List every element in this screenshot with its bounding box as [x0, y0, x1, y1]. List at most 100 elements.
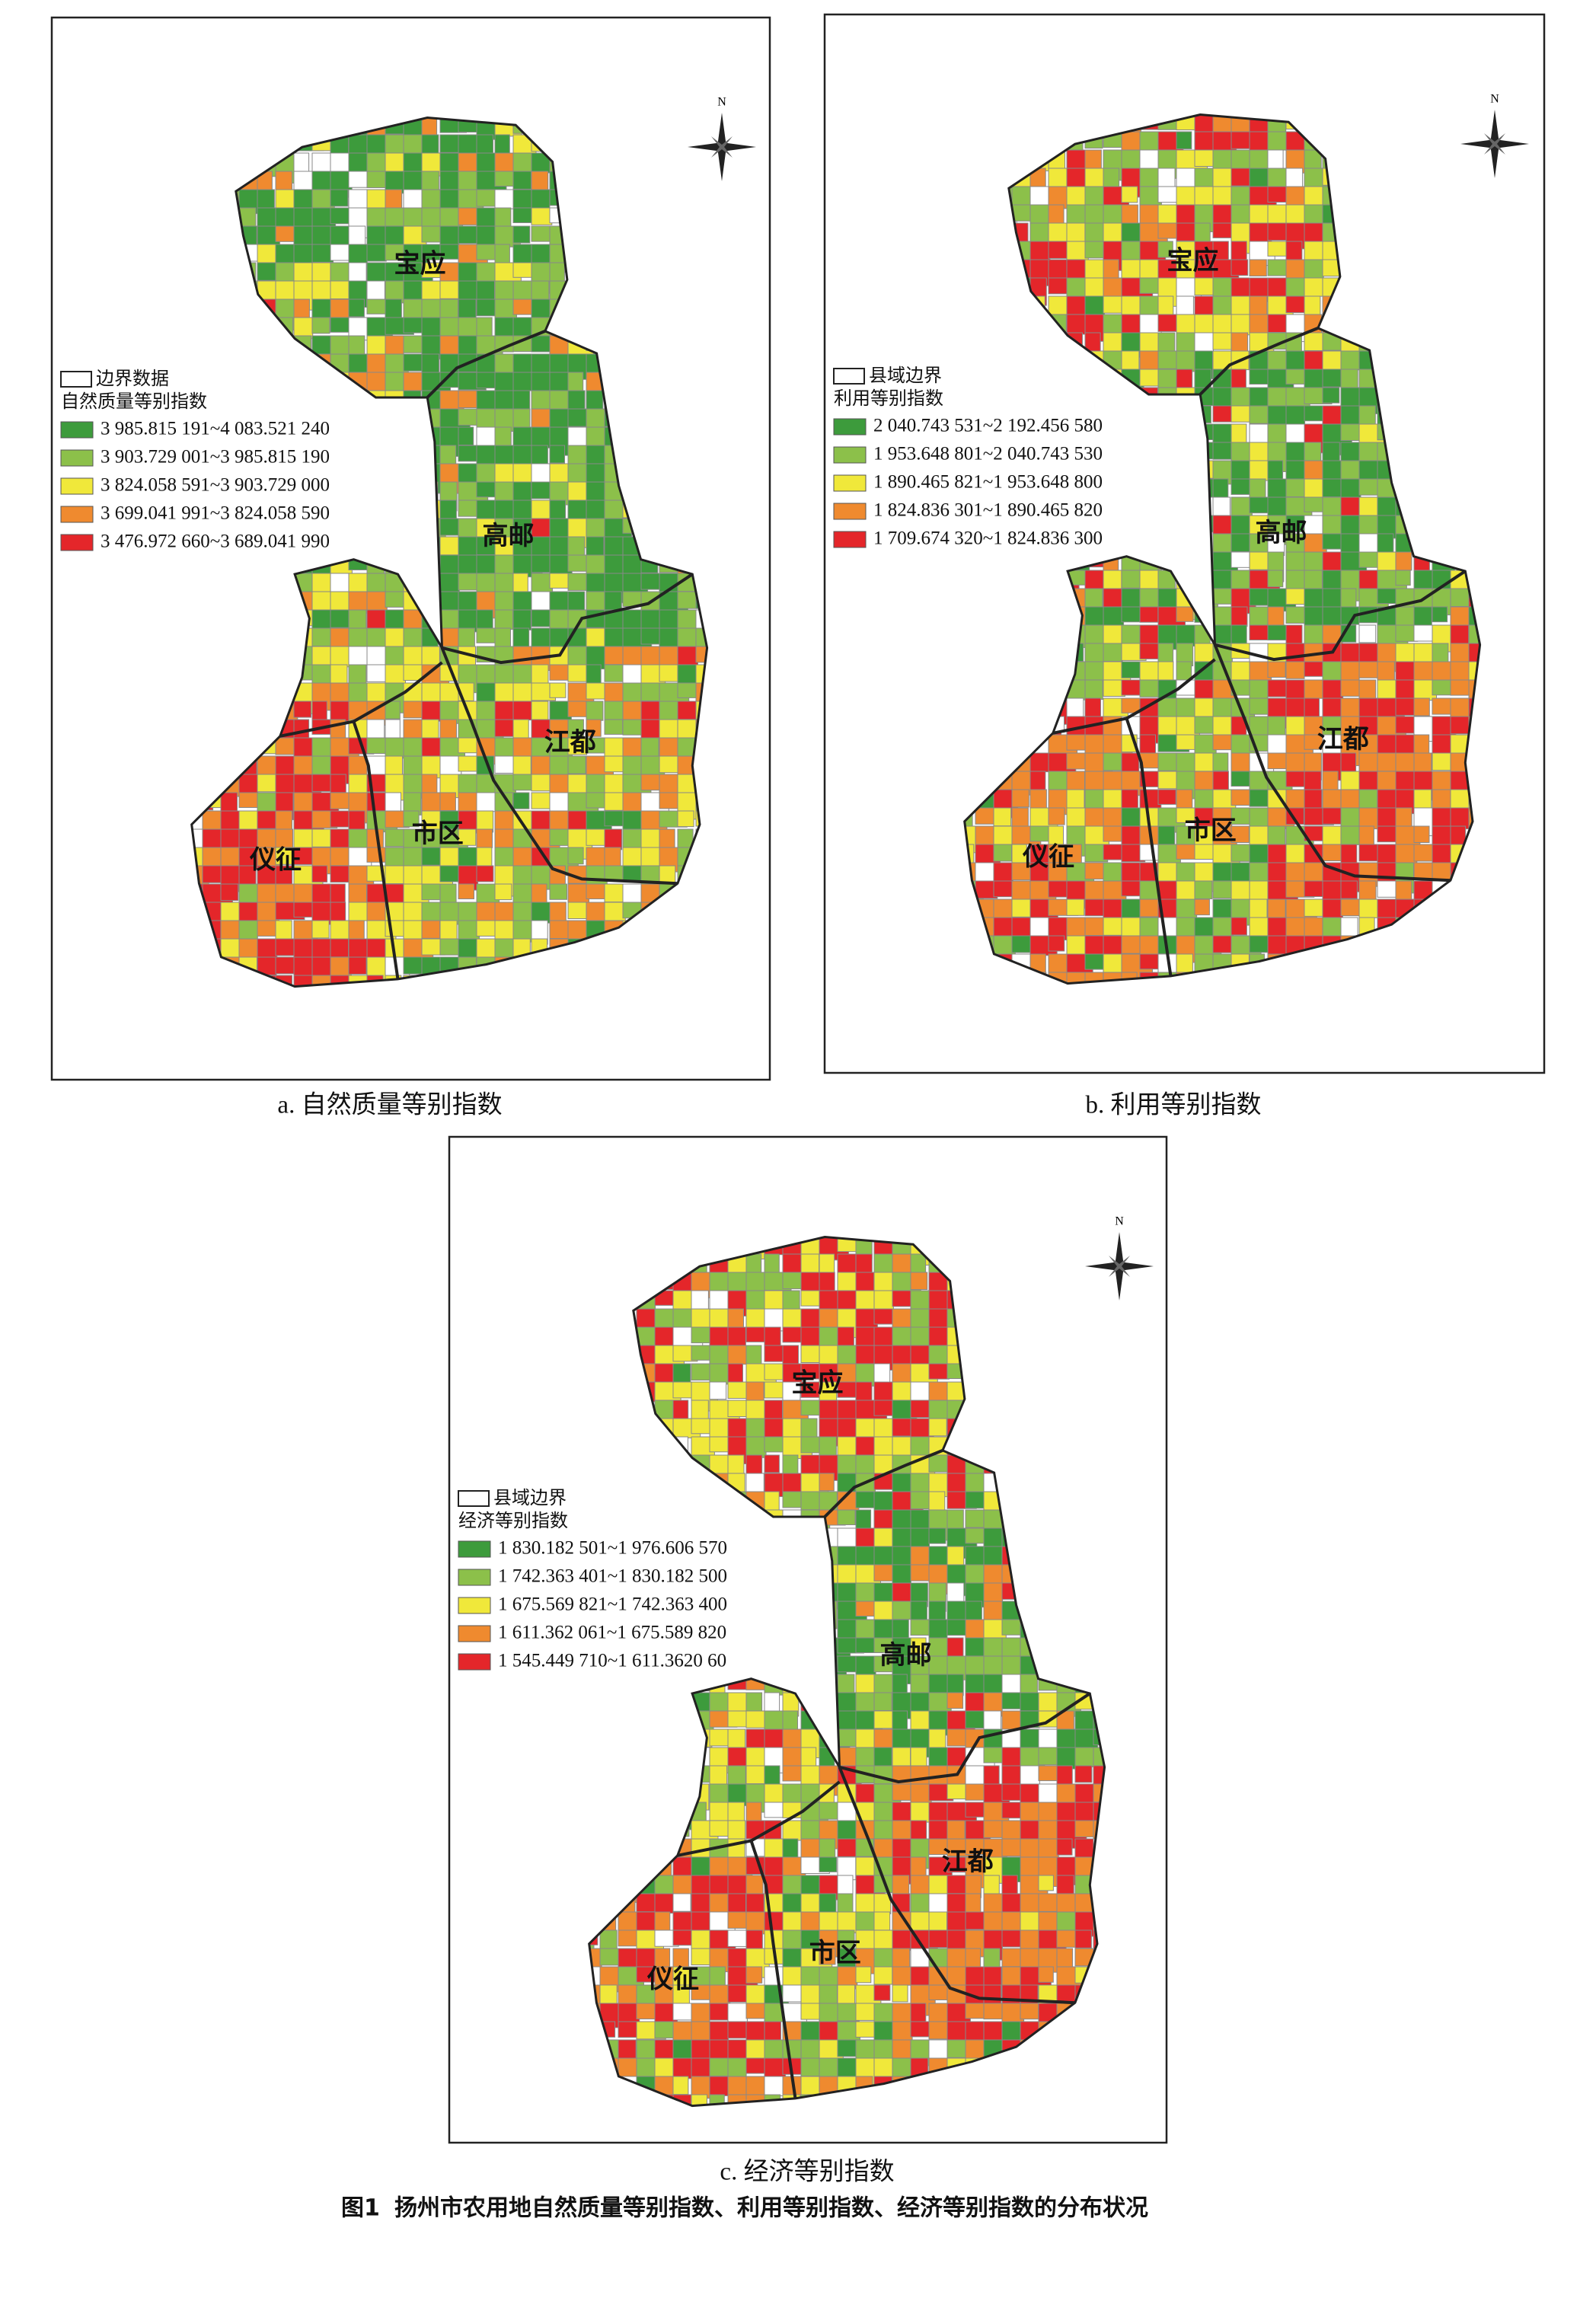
parcel [892, 1710, 908, 1732]
legend-swatch [458, 1653, 491, 1671]
legend-swatch [833, 474, 867, 492]
parcel [1011, 807, 1029, 829]
parcel [293, 719, 310, 739]
parcel [873, 1692, 892, 1711]
parcel [458, 445, 477, 462]
parcel [439, 573, 460, 594]
parcel [275, 920, 292, 940]
parcel [727, 1893, 746, 1915]
parcel [873, 1290, 894, 1311]
parcel [567, 847, 584, 865]
parcel [366, 152, 388, 174]
legend-swatch [458, 1597, 491, 1614]
parcel [1103, 570, 1122, 592]
parcel [782, 1473, 802, 1495]
parcel [1358, 551, 1381, 568]
parcel [659, 792, 681, 809]
parcel [873, 1966, 893, 1985]
parcel [1020, 2003, 1039, 2020]
parcel [1084, 241, 1106, 259]
parcel [819, 1473, 835, 1492]
district-border [440, 647, 678, 886]
district-label: 市区 [1185, 815, 1237, 846]
parcel [1074, 1929, 1092, 1949]
parcel [549, 883, 567, 900]
parcel [1340, 679, 1361, 697]
parcel [1074, 1765, 1093, 1783]
parcel [677, 609, 698, 630]
parcel [1249, 679, 1269, 701]
parcel [837, 2039, 859, 2057]
parcel [567, 554, 588, 572]
legend-label: 1 675.569 821~1 742.363 400 [498, 1594, 727, 1615]
legend-swatch [60, 477, 94, 495]
legend-swatch [60, 449, 94, 467]
parcel [800, 1418, 818, 1439]
parcel [1377, 661, 1395, 683]
parcel [1340, 880, 1358, 899]
compass-diag [711, 136, 733, 158]
parcel [311, 865, 328, 883]
district-label: 宝应 [792, 1368, 844, 1398]
parcel [855, 1783, 877, 1805]
parcel [819, 1856, 838, 1872]
parcel [782, 1272, 803, 1290]
parcel [1267, 570, 1284, 588]
parcel [1176, 789, 1193, 809]
parcel [1249, 898, 1268, 920]
legend-swatch [60, 534, 94, 551]
map-outline [190, 116, 709, 988]
panel-caption: a. 自然质量等别指数 [277, 1091, 502, 1119]
parcel [1103, 752, 1122, 771]
parcel [604, 828, 623, 851]
parcel [385, 719, 401, 741]
parcel [586, 682, 607, 700]
district-border [677, 1780, 841, 1857]
parcel [1231, 478, 1253, 495]
north-label: N [717, 96, 726, 109]
parcel [873, 1948, 896, 1968]
parcel [837, 1893, 854, 1913]
parcel [745, 1436, 767, 1458]
parcel [892, 1674, 908, 1696]
parcel [531, 792, 551, 809]
legend-label: 1 890.465 821~1 953.648 800 [873, 472, 1103, 493]
parcel [1377, 789, 1399, 811]
parcel [330, 774, 346, 793]
parcel [1157, 332, 1176, 353]
parcel [1212, 752, 1229, 771]
parcel [928, 1527, 946, 1544]
legend-title: 经济等别指数 [458, 1510, 568, 1531]
parcel [837, 1838, 859, 1857]
parcel [1358, 844, 1381, 862]
legend-swatch [833, 531, 867, 548]
legend-swatch [833, 446, 867, 464]
parcel [910, 1272, 928, 1290]
parcel [1358, 679, 1377, 699]
parcel [531, 244, 551, 264]
parcel [439, 500, 457, 519]
parcel [928, 2021, 949, 2040]
parcel [745, 2057, 768, 2074]
parcel [366, 244, 387, 262]
legend-swatch [833, 503, 867, 520]
parcel [1358, 898, 1379, 918]
legend-label: 1 742.363 401~1 830.182 500 [498, 1566, 727, 1587]
parcel [677, 810, 694, 828]
parcel [1212, 880, 1234, 899]
district-label: 仪征 [249, 845, 302, 876]
parcel [293, 701, 311, 718]
parcel [691, 2094, 707, 2106]
parcel [549, 573, 569, 589]
parcel [1249, 369, 1269, 385]
legend-label: 1 611.362 061~1 675.589 820 [498, 1623, 726, 1643]
parcel [494, 609, 514, 630]
parcel [1074, 1747, 1096, 1767]
parcel [403, 372, 425, 391]
legend-label: 2 040.743 531~2 192.456 580 [873, 416, 1103, 436]
district-border [442, 573, 694, 665]
parcel [910, 1637, 927, 1655]
parcel [531, 225, 553, 242]
parcel [1358, 624, 1377, 643]
